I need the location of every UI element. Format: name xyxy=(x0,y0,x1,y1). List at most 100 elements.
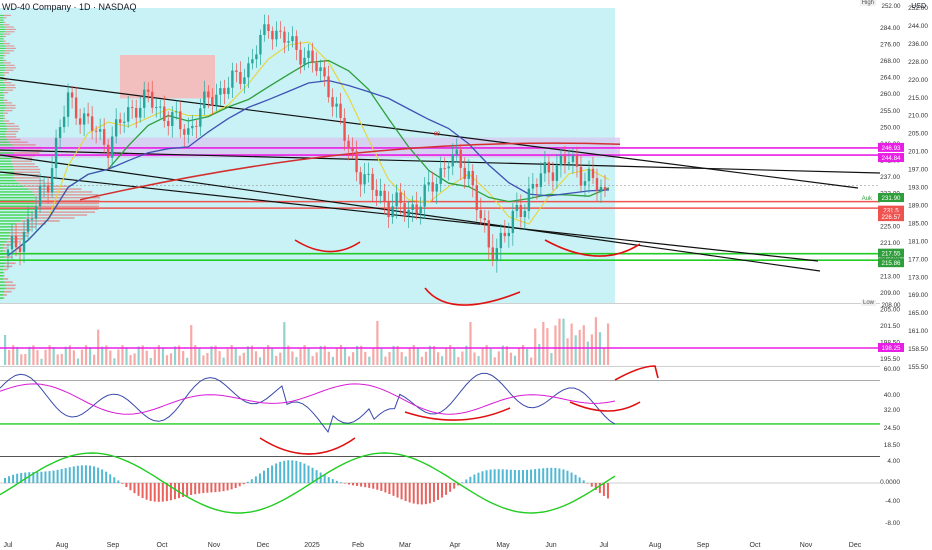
macd-histogram-bar xyxy=(283,460,286,483)
volume-bar xyxy=(461,351,464,365)
profile-bar xyxy=(0,211,34,213)
macd-histogram-bar xyxy=(153,483,156,502)
red-price-tag-2: 226.57 xyxy=(882,214,901,221)
macd-histogram-bar xyxy=(40,471,43,483)
profile-bar xyxy=(0,179,16,182)
profile-bar xyxy=(0,104,6,107)
annotation-curve xyxy=(614,365,659,381)
candle-body xyxy=(291,36,294,42)
profile-bar xyxy=(0,72,4,74)
volume-bars xyxy=(0,317,880,365)
inner-tick-label: 284.00 xyxy=(880,25,900,32)
macd-histogram-bar xyxy=(307,465,310,483)
profile-bar xyxy=(0,229,11,231)
volume-bar xyxy=(234,347,237,365)
x-tick-label: Mar xyxy=(399,542,412,549)
macd-histogram-bar xyxy=(339,482,342,483)
profile-bar xyxy=(0,50,5,52)
macd-histogram-bar xyxy=(311,467,314,483)
profile-bar xyxy=(0,244,5,246)
macd-tick-label: 0.0000 xyxy=(880,479,900,486)
profile-bar xyxy=(13,152,40,154)
candle-body xyxy=(58,127,62,138)
candle-body xyxy=(603,186,607,191)
profile-bar xyxy=(34,205,99,208)
volume-bar xyxy=(291,351,294,365)
macd-histogram-bar xyxy=(178,483,181,499)
profile-bar xyxy=(10,229,32,231)
annotation-curve xyxy=(404,407,511,421)
price-tick-label: 158.50 xyxy=(908,346,928,353)
price-tick-label: 205.00 xyxy=(908,131,928,138)
profile-bar xyxy=(5,67,16,69)
volume-bar xyxy=(392,345,395,365)
profile-bar xyxy=(0,241,7,243)
macd-tick-label: -8.00 xyxy=(885,520,900,527)
macd-histogram-bar xyxy=(360,483,363,487)
macd-histogram-bar xyxy=(582,480,585,483)
candle-body xyxy=(235,70,238,72)
rsi-pane xyxy=(0,372,880,433)
x-tick-label: Jul xyxy=(600,542,609,549)
candle-body xyxy=(131,107,134,109)
profile-bar xyxy=(0,265,5,268)
macd-histogram-bar xyxy=(546,467,549,483)
inner-tick-label: 221.00 xyxy=(880,240,900,247)
volume-bar xyxy=(32,345,35,365)
macd-histogram-bar xyxy=(133,483,136,494)
macd-histogram-bar xyxy=(489,469,492,483)
candle-body xyxy=(251,59,254,64)
volume-bar xyxy=(465,345,468,365)
price-tick-label: 165.00 xyxy=(908,310,928,317)
macd-histogram-bar xyxy=(578,477,581,483)
profile-bar xyxy=(0,138,8,141)
volume-bar xyxy=(513,355,517,365)
profile-bar xyxy=(0,196,36,199)
profile-bar xyxy=(5,84,16,86)
profile-bar xyxy=(3,21,6,23)
profile-bar xyxy=(0,125,7,127)
candle-body xyxy=(599,186,603,191)
price-tick-label: 155.50 xyxy=(908,364,928,371)
candle-body xyxy=(223,88,226,95)
profile-bar xyxy=(3,54,6,57)
candle-body xyxy=(419,206,422,214)
profile-bar xyxy=(0,182,19,185)
macd-histogram-bar xyxy=(262,470,265,483)
macd-divider xyxy=(0,456,880,457)
profile-bar xyxy=(0,268,3,271)
macd-histogram-bar xyxy=(137,483,140,496)
candle-body xyxy=(90,116,94,131)
price-tick-label: 252.00 xyxy=(908,5,928,12)
candle-body xyxy=(135,108,138,118)
volume-bar xyxy=(121,345,124,365)
macd-histogram-bar xyxy=(384,483,387,493)
macd-histogram-bar xyxy=(72,466,75,483)
volume-bar xyxy=(384,356,387,365)
macd-histogram-bar xyxy=(347,483,350,485)
macd-histogram-bar xyxy=(145,483,148,500)
macd-histogram-bar xyxy=(356,483,359,486)
last-price-tag: 231.90 xyxy=(882,195,901,202)
profile-bar xyxy=(0,177,14,179)
candlesticks xyxy=(6,14,607,273)
price-divider xyxy=(0,303,880,304)
profile-bar xyxy=(0,168,15,171)
profile-bar xyxy=(0,45,6,47)
price-tick-label: 228.00 xyxy=(908,59,928,66)
candle-body xyxy=(455,149,458,155)
macd-histogram-bar xyxy=(542,468,545,483)
macd-histogram-bar xyxy=(412,483,415,504)
profile-bar xyxy=(18,182,54,185)
volume-bar xyxy=(182,350,185,365)
profile-bar xyxy=(0,14,4,17)
profile-bar xyxy=(3,59,7,62)
macd-histogram-bar xyxy=(250,479,253,483)
macd-histogram-bar xyxy=(424,483,427,505)
volume-bar xyxy=(408,348,411,365)
candle-body xyxy=(387,201,390,218)
candle-body xyxy=(46,185,50,193)
volume-bar xyxy=(262,348,266,365)
profile-bar xyxy=(0,217,27,219)
